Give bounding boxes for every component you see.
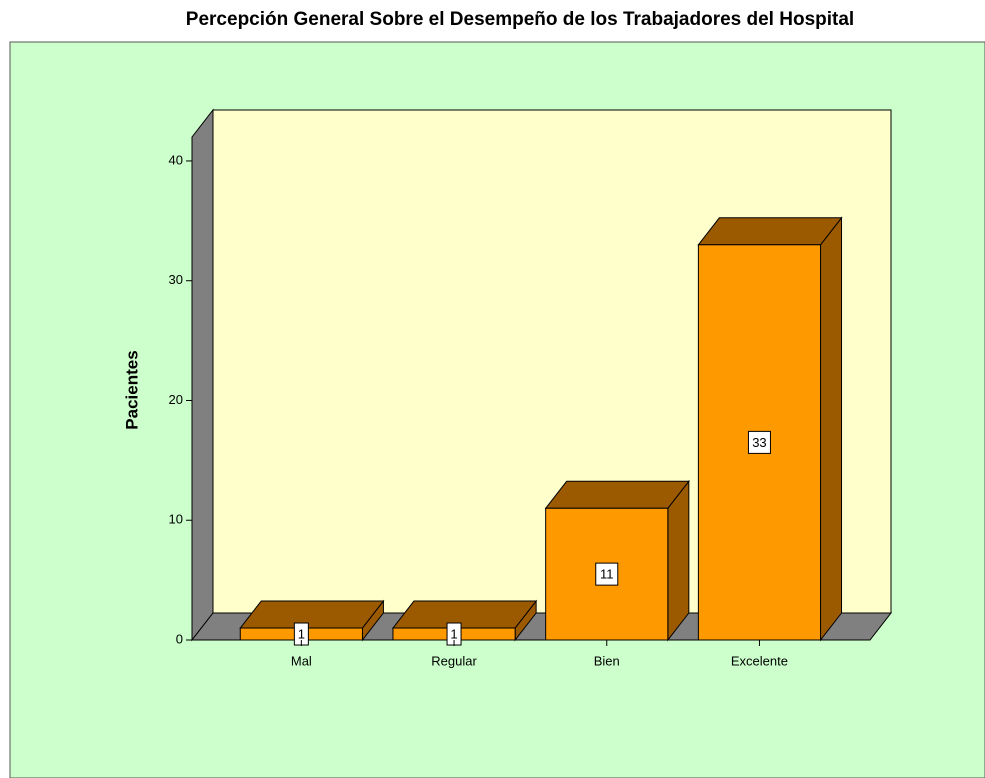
x-tick-label: Excelente bbox=[731, 653, 788, 668]
bar-top bbox=[391, 600, 538, 629]
x-tick-label: Mal bbox=[291, 653, 312, 668]
y-tick-label: 40 bbox=[169, 152, 183, 167]
y-tick-label: 10 bbox=[169, 512, 183, 527]
bar-top bbox=[544, 480, 690, 509]
y-tick-label: 30 bbox=[169, 272, 183, 287]
value-label: 11 bbox=[600, 567, 614, 582]
bar-side bbox=[820, 216, 843, 642]
value-label-box bbox=[595, 562, 619, 586]
chart-title: Percepción General Sobre el Desempeño de… bbox=[186, 9, 854, 30]
y-axis-label: Pacientes bbox=[122, 350, 141, 429]
x-tick-label: Regular bbox=[431, 653, 477, 668]
side-wall bbox=[191, 108, 214, 642]
x-tick-label: Bien bbox=[594, 653, 620, 668]
bar-top bbox=[239, 600, 385, 629]
value-label-box bbox=[747, 430, 771, 454]
y-tick-label: 0 bbox=[176, 631, 183, 646]
y-tick-label: 20 bbox=[169, 392, 183, 407]
value-label: 33 bbox=[752, 435, 766, 450]
value-label: 1 bbox=[298, 626, 305, 641]
bar-top bbox=[697, 217, 843, 246]
value-label: 1 bbox=[450, 626, 457, 641]
bar-side bbox=[667, 479, 690, 642]
